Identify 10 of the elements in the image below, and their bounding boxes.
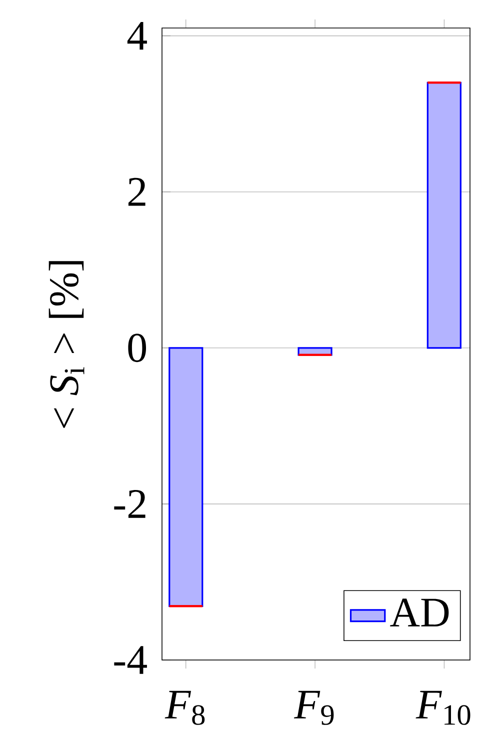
y-tick-label: 0 [128, 334, 146, 362]
y-tick-label: 2 [128, 178, 146, 206]
y-tick-label: -4 [114, 646, 147, 674]
x-tick-label: F$_{9}$ [294, 690, 334, 725]
x-tick-label: F$_{8}$ [164, 690, 205, 725]
y-tick-label: -2 [114, 490, 146, 518]
legend-label: AD [390, 598, 449, 626]
y-axis-title: < S$_{i}$ > [%] [48, 261, 84, 428]
y-tick-label: 4 [127, 22, 147, 50]
x-tick-label: F$_{10}$ [416, 690, 470, 725]
